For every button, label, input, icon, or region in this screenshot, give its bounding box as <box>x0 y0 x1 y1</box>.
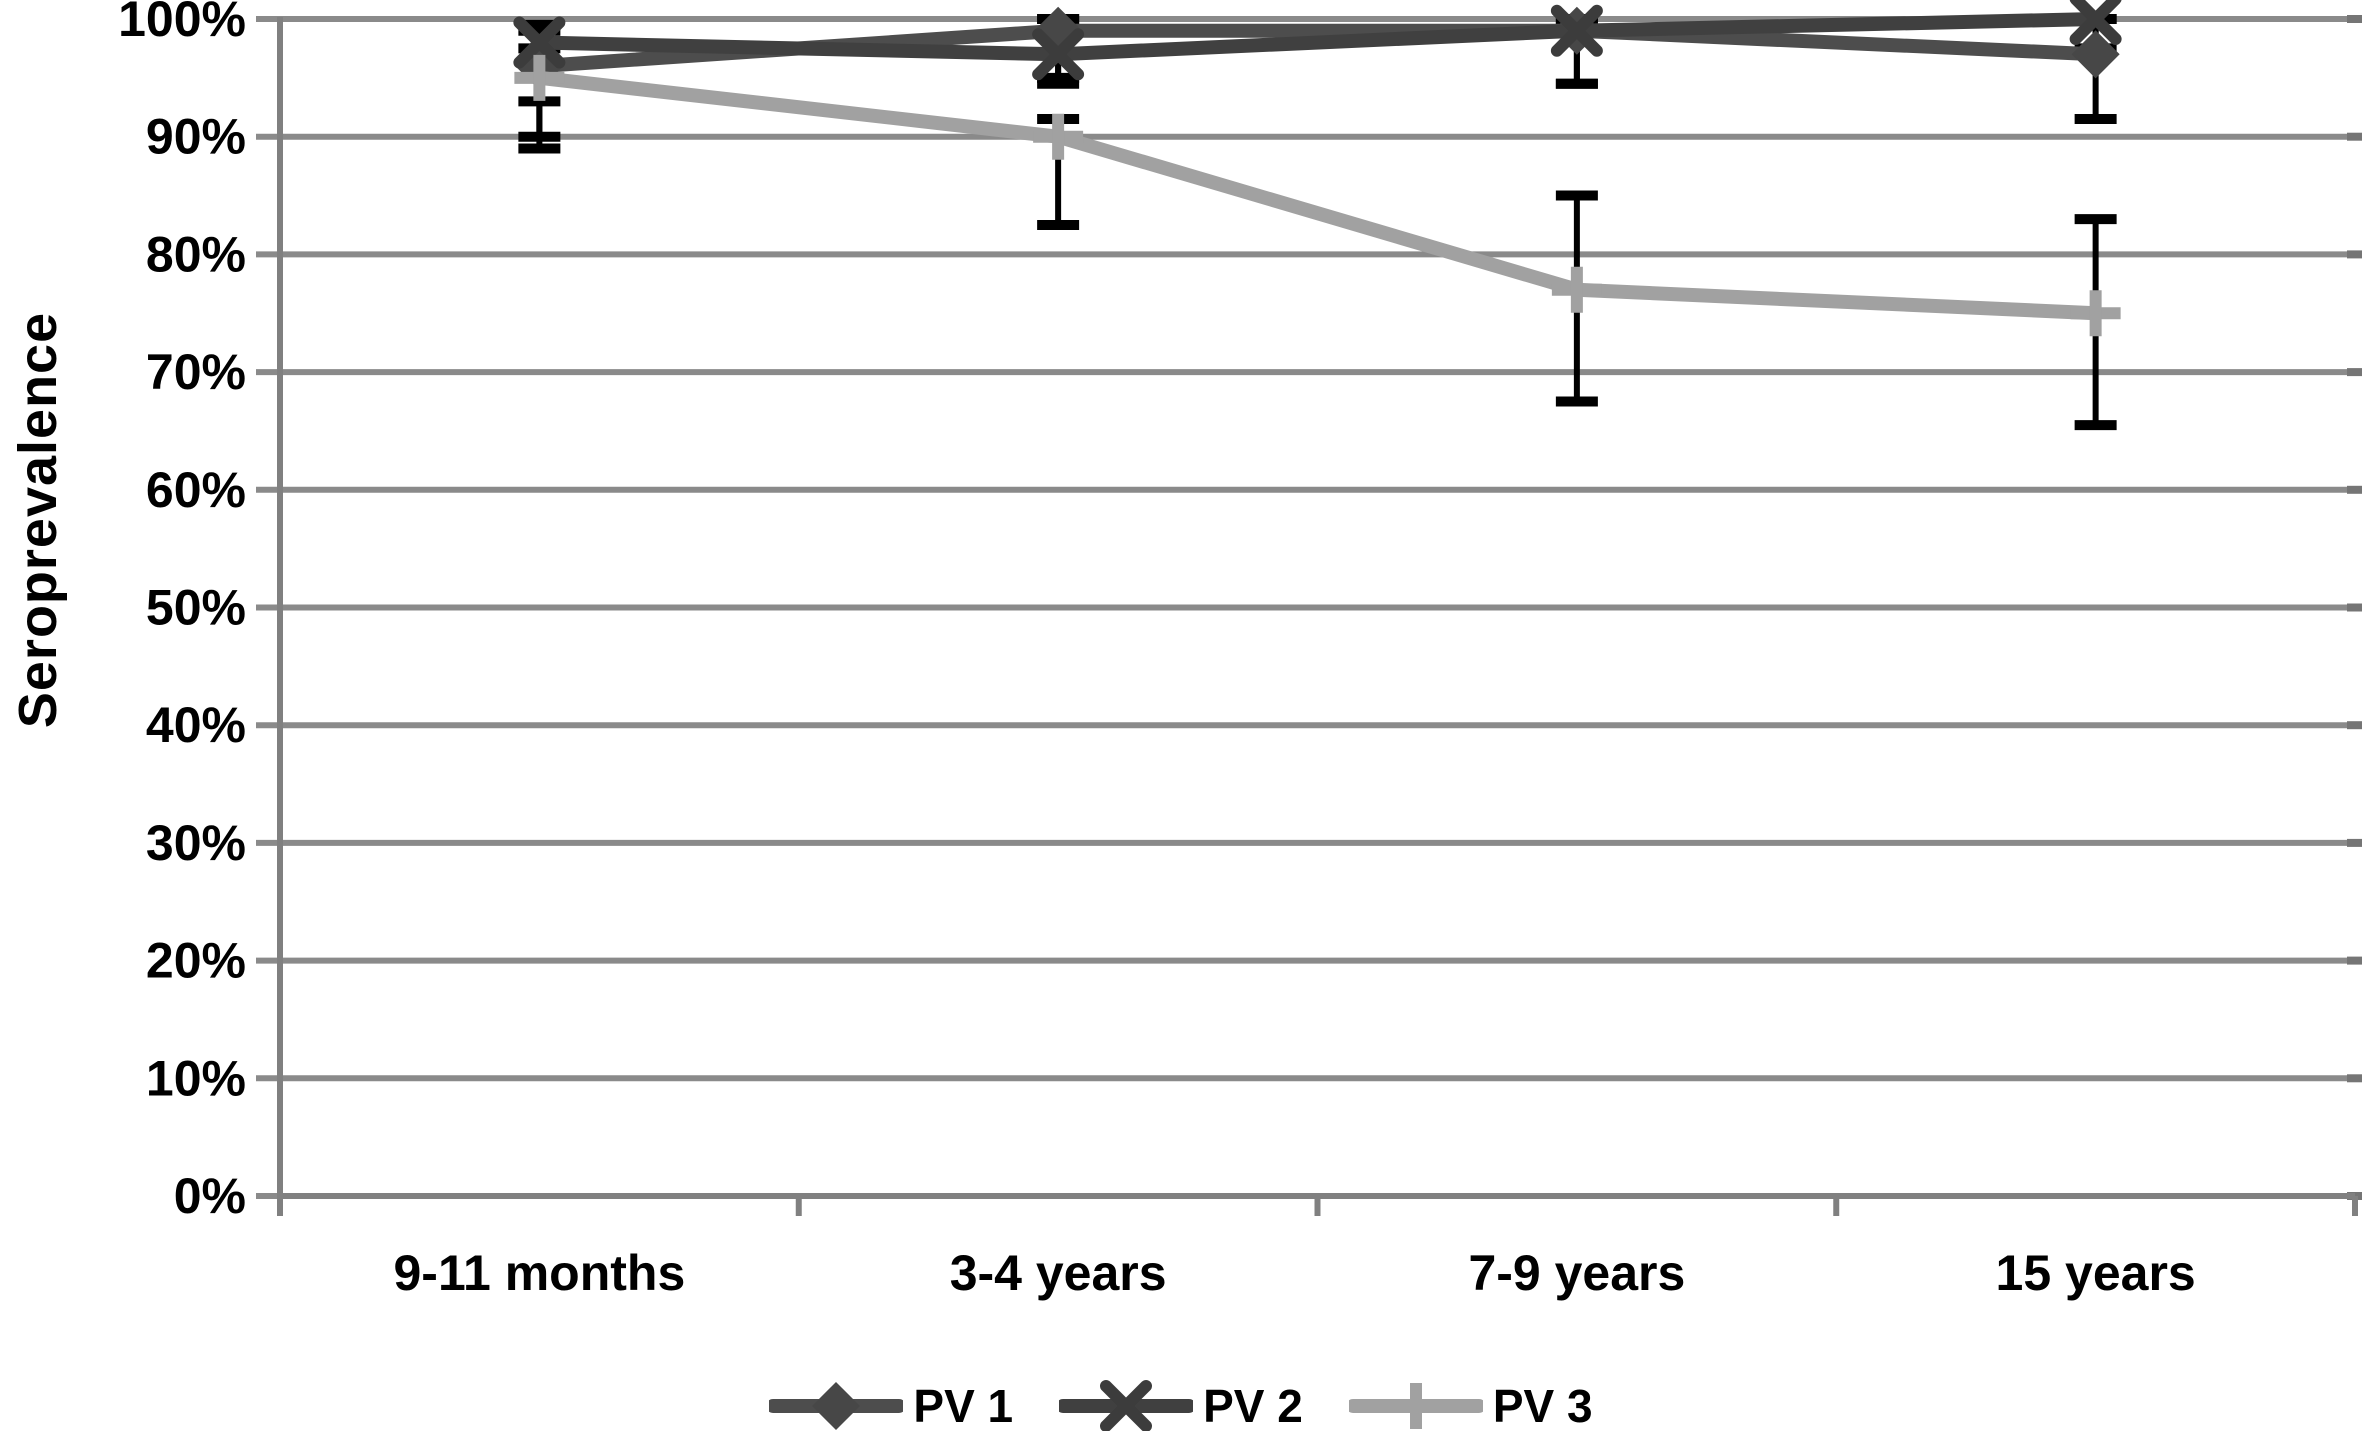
legend-label: PV 2 <box>1203 1380 1303 1431</box>
svg-text:7-9 years: 7-9 years <box>1468 1245 1685 1301</box>
svg-text:3-4 years: 3-4 years <box>950 1245 1167 1301</box>
x-marker-icon <box>513 16 566 69</box>
plus-marker-icon <box>2070 290 2121 337</box>
svg-text:100%: 100% <box>118 0 246 47</box>
legend-item-pv1: PV 1 <box>769 1378 1013 1431</box>
svg-text:10%: 10% <box>146 1050 246 1106</box>
diamond-marker-icon <box>2071 30 2120 79</box>
svg-text:50%: 50% <box>146 580 246 636</box>
error-bars <box>518 14 2117 431</box>
x-marker-icon <box>1100 1380 1153 1431</box>
svg-text:70%: 70% <box>146 344 246 400</box>
x-marker-icon <box>1550 4 1603 57</box>
svg-text:0%: 0% <box>174 1168 246 1224</box>
y-tick-labels: 0% 10% 20% 30% 40% 50% 60% 70% 80% 90% 100% <box>118 0 246 1224</box>
svg-text:90%: 90% <box>146 109 246 165</box>
svg-text:80%: 80% <box>146 226 246 282</box>
series-pv3 <box>514 54 2121 337</box>
plus-marker-icon <box>1033 113 1084 160</box>
diamond-marker-icon <box>812 1381 861 1431</box>
svg-text:9-11 months: 9-11 months <box>394 1245 686 1301</box>
svg-text:40%: 40% <box>146 697 246 753</box>
svg-text:20%: 20% <box>146 933 246 989</box>
x-marker-icon <box>1032 28 1085 81</box>
legend-line-diamond-icon <box>769 1381 904 1431</box>
legend-line-x-icon <box>1059 1380 1194 1431</box>
legend: PV 1 PV 2 PV 3 <box>0 1378 2362 1431</box>
gridlines <box>256 15 2362 1200</box>
plus-marker-icon <box>514 54 565 101</box>
plus-marker-icon <box>1390 1383 1441 1429</box>
series-pv2 <box>513 0 2122 81</box>
svg-text:60%: 60% <box>146 462 246 518</box>
legend-item-pv3: PV 3 <box>1348 1378 1593 1431</box>
x-marker-icon <box>2069 0 2122 45</box>
x-tick-labels: 9-11 months 3-4 years 7-9 years 15 years <box>394 1245 2196 1301</box>
plus-marker-icon <box>1551 266 1602 313</box>
axes <box>277 17 2358 1216</box>
legend-label: PV 3 <box>1492 1380 1593 1431</box>
legend-line-plus-icon <box>1348 1383 1483 1429</box>
legend-label: PV 1 <box>913 1380 1014 1431</box>
y-axis-title: Seroprevalence <box>8 311 68 729</box>
svg-text:15 years: 15 years <box>1996 1245 2196 1301</box>
legend-item-pv2: PV 2 <box>1059 1378 1303 1431</box>
svg-text:30%: 30% <box>146 815 246 871</box>
